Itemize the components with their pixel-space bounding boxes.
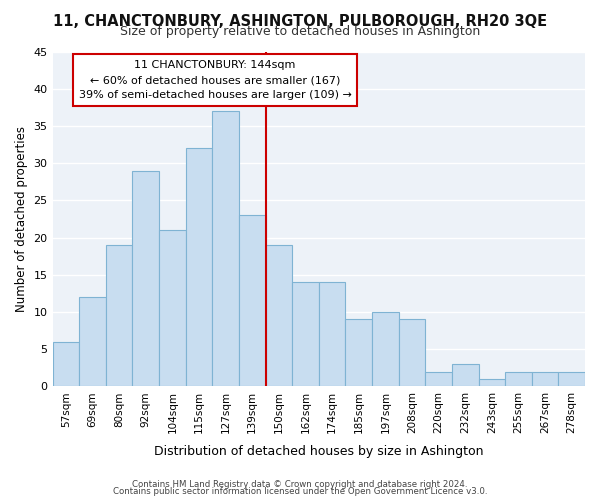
Bar — [559, 372, 585, 386]
Text: Size of property relative to detached houses in Ashington: Size of property relative to detached ho… — [120, 25, 480, 38]
Bar — [79, 297, 106, 386]
Bar — [212, 111, 239, 386]
Text: 11 CHANCTONBURY: 144sqm
← 60% of detached houses are smaller (167)
39% of semi-d: 11 CHANCTONBURY: 144sqm ← 60% of detache… — [79, 60, 352, 100]
Bar — [346, 320, 372, 386]
Bar — [532, 372, 559, 386]
Bar — [133, 170, 159, 386]
Bar — [239, 215, 266, 386]
Bar — [53, 342, 79, 386]
Bar — [292, 282, 319, 387]
Bar — [266, 245, 292, 386]
Bar — [505, 372, 532, 386]
Text: Contains public sector information licensed under the Open Government Licence v3: Contains public sector information licen… — [113, 488, 487, 496]
Bar — [319, 282, 346, 387]
Bar — [106, 245, 133, 386]
Bar — [159, 230, 185, 386]
X-axis label: Distribution of detached houses by size in Ashington: Distribution of detached houses by size … — [154, 444, 484, 458]
Bar — [185, 148, 212, 386]
Bar — [425, 372, 452, 386]
Bar — [479, 379, 505, 386]
Text: 11, CHANCTONBURY, ASHINGTON, PULBOROUGH, RH20 3QE: 11, CHANCTONBURY, ASHINGTON, PULBOROUGH,… — [53, 14, 547, 29]
Bar — [398, 320, 425, 386]
Text: Contains HM Land Registry data © Crown copyright and database right 2024.: Contains HM Land Registry data © Crown c… — [132, 480, 468, 489]
Bar — [372, 312, 398, 386]
Y-axis label: Number of detached properties: Number of detached properties — [15, 126, 28, 312]
Bar — [452, 364, 479, 386]
